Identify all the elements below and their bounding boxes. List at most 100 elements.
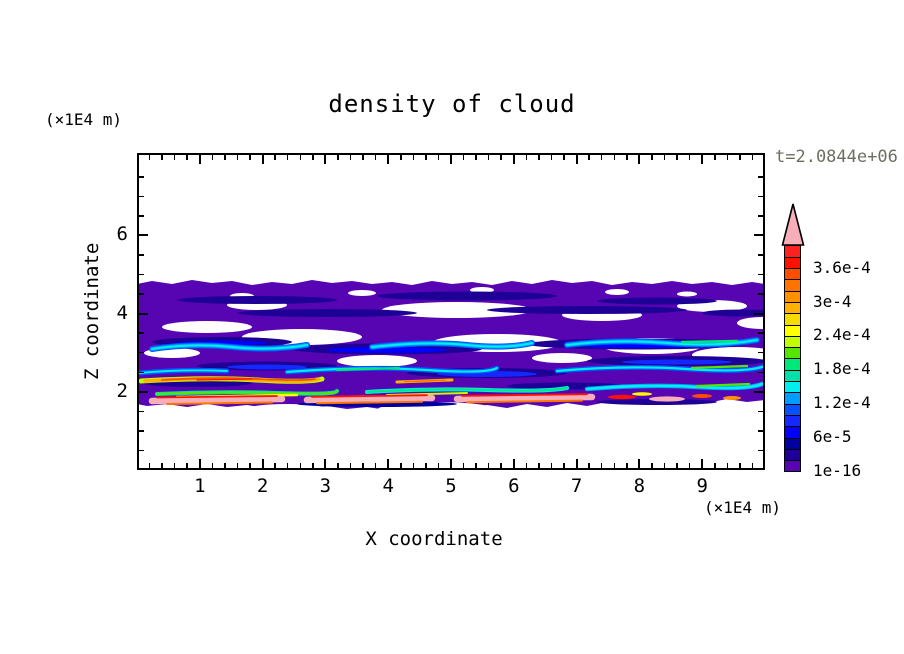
z-major-tick-right — [754, 312, 763, 315]
z-minor-tick — [139, 332, 144, 334]
colorbar-level-label: 3.6e-4 — [813, 257, 871, 277]
x-axis-title: X coordinate — [365, 528, 503, 550]
x-minor-tick-top — [651, 155, 653, 160]
colorbar-cell — [784, 301, 801, 315]
z-minor-tick-right — [758, 195, 763, 198]
x-tick-label: 7 — [570, 475, 583, 497]
z-minor-tick — [139, 449, 144, 452]
time-annotation: t=2.0844e+06 — [775, 147, 898, 167]
x-minor-tick — [663, 463, 666, 468]
cyan-streaks-upper — [149, 337, 760, 352]
z-minor-tick-right — [758, 430, 763, 432]
z-minor-tick — [139, 371, 144, 373]
x-major-tick — [512, 459, 515, 468]
z-axis-unit-label: (×1E4 m) — [45, 110, 123, 129]
x-minor-tick-top — [173, 155, 176, 160]
x-minor-tick — [714, 463, 716, 468]
colorbar-cell — [784, 267, 801, 281]
x-tick-label: 9 — [696, 475, 708, 497]
z-major-tick-right — [754, 234, 763, 237]
x-minor-tick — [487, 463, 490, 468]
x-minor-tick-top — [312, 155, 314, 160]
z-minor-tick — [139, 430, 144, 432]
colorbar-cell — [784, 425, 801, 439]
x-minor-tick-top — [349, 155, 352, 160]
x-minor-tick-top — [751, 155, 754, 160]
x-minor-tick-top — [337, 155, 339, 160]
z-minor-tick-right — [758, 449, 763, 452]
x-minor-tick — [550, 463, 553, 468]
z-minor-tick — [139, 351, 144, 354]
colorbar-cell — [784, 290, 801, 303]
colorbar-level-label: 2.4e-4 — [813, 325, 871, 345]
overflow-pink-band — [148, 393, 596, 405]
x-minor-tick-top — [211, 155, 214, 160]
x-tick-label: 5 — [445, 475, 457, 497]
x-minor-tick-top — [224, 155, 226, 160]
x-minor-tick — [224, 463, 226, 468]
colorbar-cell — [784, 335, 801, 349]
x-minor-tick — [588, 463, 590, 468]
x-major-tick — [198, 459, 201, 468]
x-minor-tick — [274, 463, 276, 468]
x-minor-tick — [173, 463, 176, 468]
x-minor-tick-top — [462, 155, 465, 160]
colorbar-cell — [784, 459, 801, 473]
x-minor-tick — [462, 463, 465, 468]
plot-frame — [137, 153, 765, 470]
x-major-tick — [701, 459, 704, 468]
x-minor-tick — [739, 463, 741, 468]
colorbar-cell — [784, 391, 801, 405]
z-major-tick — [139, 312, 148, 315]
x-minor-tick-top — [626, 155, 628, 160]
x-minor-tick — [525, 463, 528, 468]
x-minor-tick — [626, 463, 628, 468]
colorbar-cell — [784, 278, 801, 292]
x-major-tick — [450, 459, 452, 468]
x-tick-label: 2 — [256, 475, 269, 497]
x-minor-tick-top — [600, 155, 603, 160]
z-minor-tick-right — [758, 410, 763, 413]
x-minor-tick-top — [161, 155, 163, 160]
x-minor-tick-top — [550, 155, 553, 160]
x-minor-tick — [726, 463, 729, 468]
x-minor-tick-top — [676, 155, 678, 160]
x-minor-tick — [249, 463, 251, 468]
z-minor-tick-right — [758, 371, 763, 373]
z-minor-tick-right — [758, 293, 763, 295]
z-tick-label: 4 — [116, 301, 128, 324]
x-minor-tick-top — [563, 155, 565, 160]
colorbar-level-label: 1.8e-4 — [813, 359, 871, 379]
x-tick-label: 6 — [508, 475, 520, 497]
cloud-density-field — [137, 280, 765, 418]
x-minor-tick — [651, 463, 653, 468]
x-minor-tick — [299, 463, 302, 468]
x-minor-tick-top — [249, 155, 251, 160]
x-minor-tick-top — [186, 155, 188, 160]
x-minor-tick-top — [374, 155, 377, 160]
colorbar-cell — [784, 346, 801, 360]
x-major-tick-top — [198, 155, 201, 164]
z-minor-tick-right — [758, 351, 763, 354]
x-minor-tick-top — [714, 155, 716, 160]
x-minor-tick — [751, 463, 754, 468]
colorbar-cell — [784, 324, 801, 337]
x-minor-tick — [676, 463, 678, 468]
x-minor-tick — [374, 463, 377, 468]
colorbar-cell — [784, 414, 801, 428]
colorbar-level-label: 1.2e-4 — [813, 393, 871, 413]
x-minor-tick — [688, 463, 691, 468]
x-major-tick-top — [638, 155, 641, 164]
x-minor-tick-top — [425, 155, 427, 160]
x-tick-label: 4 — [382, 475, 394, 497]
x-minor-tick-top — [437, 155, 440, 160]
z-minor-tick — [139, 293, 144, 295]
x-minor-tick-top — [362, 155, 364, 160]
colorbar-level-label: 3e-4 — [813, 291, 852, 311]
x-minor-tick — [286, 463, 289, 468]
z-minor-tick-right — [758, 254, 763, 256]
cyan-streaks-mid — [137, 363, 765, 376]
x-minor-tick-top — [500, 155, 502, 160]
x-minor-tick — [337, 463, 339, 468]
